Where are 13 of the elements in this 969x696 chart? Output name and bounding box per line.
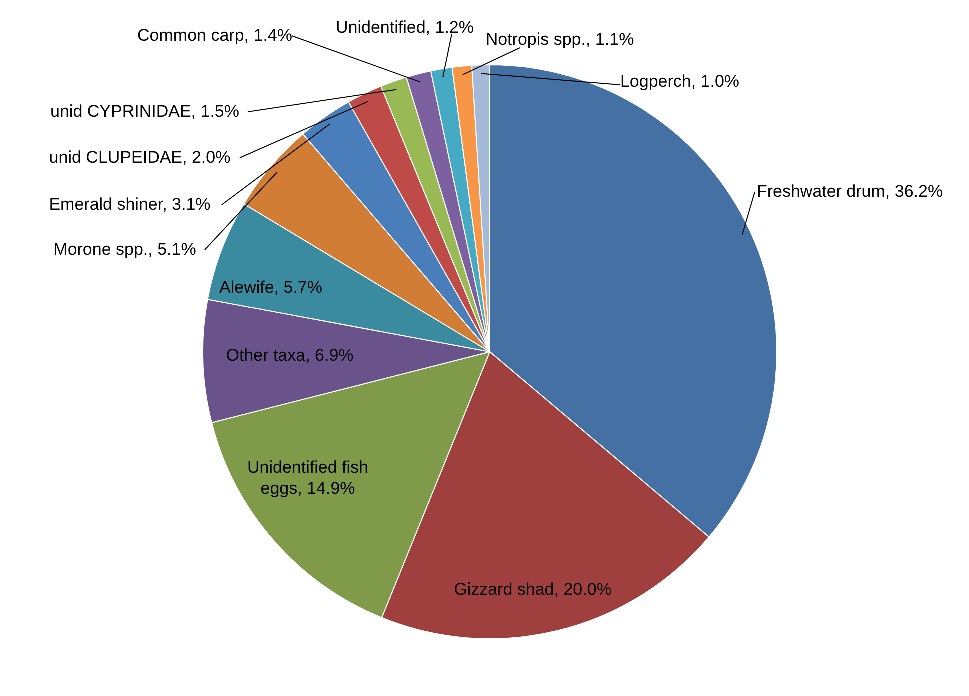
- slice-label: Morone spp., 5.1%: [54, 240, 196, 259]
- slice-label: unid CYPRINIDAE, 1.5%: [50, 102, 240, 121]
- slice-label: Unidentified fish eggs, 14.9%: [248, 458, 368, 498]
- slice-label: Unidentified, 1.2%: [336, 18, 474, 37]
- slice-label: Notropis spp., 1.1%: [486, 30, 634, 49]
- slice-label: unid CLUPEIDAE, 2.0%: [49, 148, 231, 167]
- slice-label: Emerald shiner, 3.1%: [49, 195, 211, 214]
- slice-label: Alewife, 5.7%: [220, 278, 322, 297]
- slice-label: Freshwater drum, 36.2%: [756, 182, 944, 201]
- slice-label: Logperch, 1.0%: [620, 72, 740, 91]
- slice-label: Other taxa, 6.9%: [226, 346, 354, 365]
- slice-label: Gizzard shad, 20.0%: [454, 580, 612, 599]
- slice-label: Common carp, 1.4%: [138, 26, 292, 45]
